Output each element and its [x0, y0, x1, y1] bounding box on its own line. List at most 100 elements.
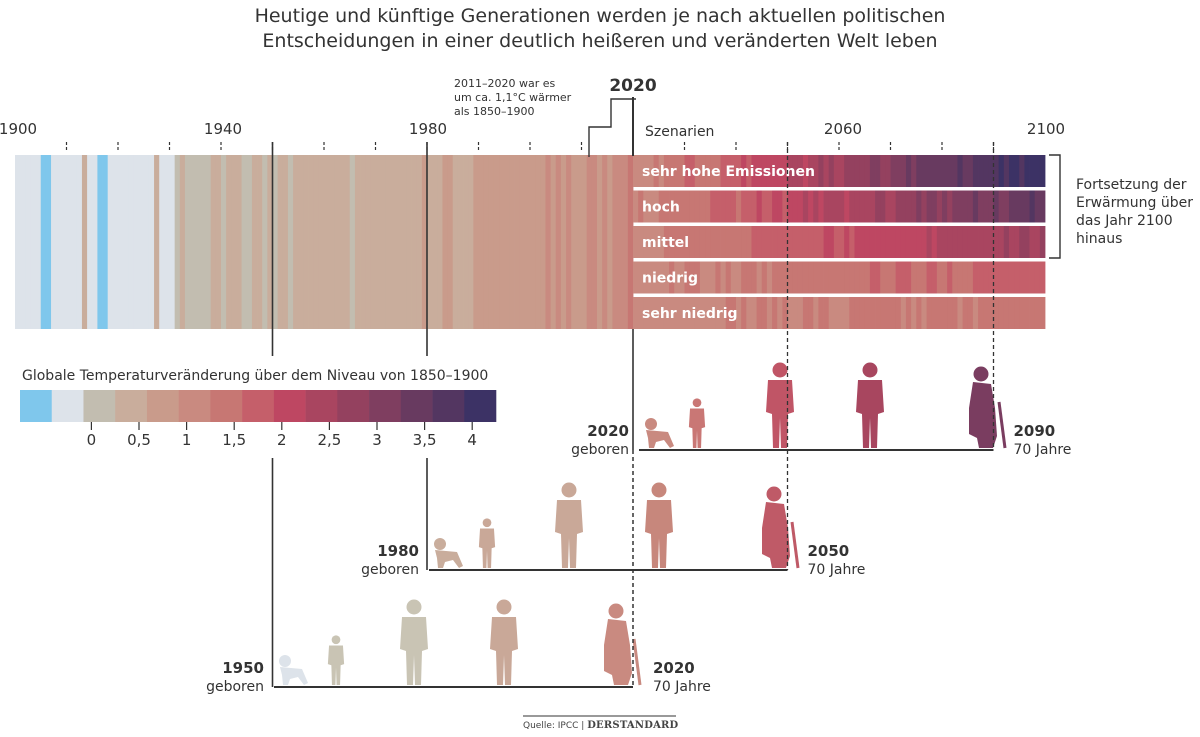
observed-stripe [190, 155, 196, 329]
observed-stripe [143, 155, 150, 329]
observed-stripe [344, 155, 351, 329]
scenario-stripe [905, 261, 912, 294]
scenario-stripe [643, 226, 649, 258]
head [692, 398, 702, 408]
observed-stripe [530, 155, 536, 329]
scenario-stripe [828, 190, 835, 223]
observed-stripe [390, 155, 397, 329]
observed-stripe [514, 155, 521, 329]
scenario-stripe [890, 155, 897, 187]
scenario-stripe [813, 297, 819, 329]
scenario-stripe [633, 261, 639, 294]
scenario-stripe [972, 190, 979, 223]
continuation-note-line: hinaus [1076, 231, 1123, 247]
observed-stripe [324, 155, 330, 329]
scenario-stripe [936, 155, 943, 187]
torso [688, 408, 706, 448]
observed-stripe [71, 155, 78, 329]
scenario-stripe [921, 190, 927, 223]
legend-tick-label: 4 [467, 431, 477, 449]
scenario-stripe [663, 261, 670, 294]
scenario-stripe [684, 155, 691, 187]
scenario-stripe [792, 226, 799, 258]
scenario-stripe [905, 226, 912, 258]
scenario-stripe [802, 297, 809, 329]
scenario-stripe [993, 261, 1000, 294]
scenario-stripe [782, 190, 788, 223]
observed-stripe [169, 155, 176, 329]
scenario-stripe [1024, 261, 1030, 294]
scenario-stripe [849, 226, 855, 258]
scenario-stripe [978, 190, 984, 223]
observed-stripe [133, 155, 139, 329]
figure-shape [762, 486, 800, 569]
scenario-stripe [782, 297, 788, 329]
scenario-row: hoch [633, 190, 1046, 223]
observed-stripe [200, 155, 206, 329]
scenario-stripe [638, 190, 644, 223]
scenario-stripe [1029, 297, 1036, 329]
scenario-stripe [864, 297, 871, 329]
figure-shape [604, 603, 642, 686]
scenario-stripe [751, 190, 757, 223]
scenario-stripe [663, 297, 670, 329]
figure-shape [478, 518, 496, 568]
scenario-stripe [911, 297, 917, 329]
child-icon [688, 398, 706, 448]
scenario-stripe [684, 226, 691, 258]
scenario-stripe [844, 261, 850, 294]
observed-stripe [154, 155, 160, 329]
scenario-stripe [839, 226, 845, 258]
observed-stripe [87, 155, 93, 329]
observed-stripe [416, 155, 423, 329]
observed-stripe [118, 155, 124, 329]
scenario-stripe [859, 297, 866, 329]
observed-stripe [607, 155, 613, 329]
observed-stripe [432, 155, 438, 329]
observed-stripe [56, 155, 62, 329]
scenario-stripe [725, 155, 732, 187]
scenario-stripe [746, 297, 752, 329]
birth-label: geboren [206, 679, 264, 695]
scenario-stripe [746, 261, 752, 294]
baby-body [435, 550, 463, 568]
scenario-stripe [942, 297, 948, 329]
scenario-stripe [972, 226, 979, 258]
scenario-stripe [736, 297, 742, 329]
scenario-stripe [694, 226, 701, 258]
observed-stripe [401, 155, 407, 329]
scenario-stripe [725, 190, 732, 223]
scenario-stripe [916, 297, 922, 329]
scenario-stripe [839, 297, 845, 329]
scenario-stripe [736, 155, 742, 187]
scenario-stripe [705, 297, 711, 329]
scenario-stripe [808, 261, 814, 294]
scenario-stripe [900, 261, 907, 294]
scenario-stripe [699, 226, 706, 258]
cane [997, 401, 1007, 449]
legend-tick-label: 0 [87, 431, 97, 449]
observed-stripe [447, 155, 454, 329]
scenario-stripe [1014, 155, 1020, 187]
scenario-stripe [684, 261, 691, 294]
scenario-stripe [674, 190, 680, 223]
observed-stripe [15, 155, 21, 329]
torso [762, 502, 790, 568]
observed-stripe [205, 155, 212, 329]
observed-stripe [555, 155, 562, 329]
observed-stripe [509, 155, 515, 329]
scenario-stripe [669, 261, 675, 294]
observed-stripe [581, 155, 588, 329]
observed-stripe [596, 155, 603, 329]
torso [969, 382, 997, 448]
scenario-stripe [844, 297, 850, 329]
scenario-stripe [880, 226, 886, 258]
scenario-stripe [957, 261, 963, 294]
scenario-stripe [942, 261, 948, 294]
scenario-stripe [967, 261, 974, 294]
observed-stripe [535, 155, 541, 329]
scenario-label: sehr niedrig [642, 306, 738, 322]
adult-icon [400, 599, 428, 685]
scenario-stripe [710, 190, 716, 223]
observed-stripe [483, 155, 490, 329]
